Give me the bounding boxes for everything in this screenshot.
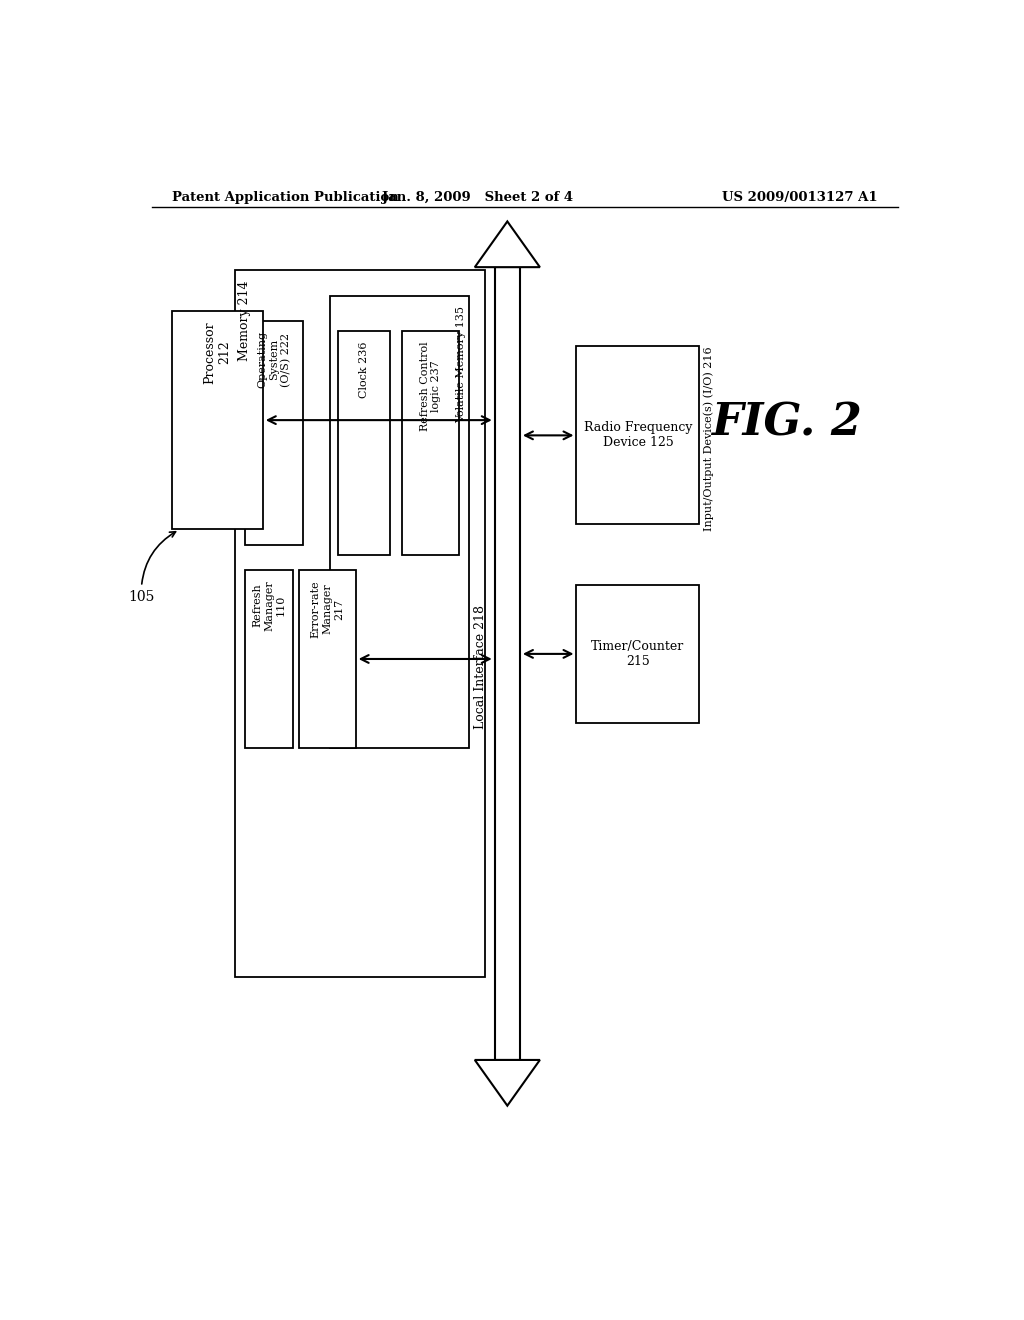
Bar bbox=[246, 321, 303, 545]
Bar bbox=[338, 331, 390, 554]
Bar bbox=[495, 267, 520, 1060]
Text: 105: 105 bbox=[128, 532, 175, 603]
Text: Radio Frequency
Device 125: Radio Frequency Device 125 bbox=[584, 421, 692, 449]
Bar bbox=[246, 570, 293, 748]
Bar bbox=[401, 331, 459, 554]
Text: FIG. 2: FIG. 2 bbox=[712, 401, 862, 444]
Polygon shape bbox=[475, 222, 540, 267]
Text: Refresh Control
logic 237: Refresh Control logic 237 bbox=[420, 342, 441, 430]
Text: US 2009/0013127 A1: US 2009/0013127 A1 bbox=[722, 191, 878, 203]
Text: Input/Output Device(s) (I/O) 216: Input/Output Device(s) (I/O) 216 bbox=[703, 346, 714, 531]
Text: Timer/Counter
215: Timer/Counter 215 bbox=[591, 640, 684, 668]
Text: Memory 214: Memory 214 bbox=[239, 280, 251, 360]
Text: Patent Application Publication: Patent Application Publication bbox=[172, 191, 398, 203]
Bar bbox=[236, 271, 485, 977]
Text: Jan. 8, 2009   Sheet 2 of 4: Jan. 8, 2009 Sheet 2 of 4 bbox=[382, 191, 572, 203]
Bar bbox=[299, 570, 355, 748]
Text: Local Interface 218: Local Interface 218 bbox=[474, 605, 486, 729]
Text: Refresh
Manager
110: Refresh Manager 110 bbox=[253, 581, 286, 631]
Bar bbox=[331, 296, 469, 748]
Text: Operating
System
(O/S) 222: Operating System (O/S) 222 bbox=[257, 331, 291, 388]
Text: Processor
212: Processor 212 bbox=[204, 321, 231, 384]
Text: Clock 236: Clock 236 bbox=[359, 342, 369, 397]
Bar bbox=[172, 312, 263, 529]
Bar bbox=[577, 346, 699, 524]
Text: Error-rate
Manager
217: Error-rate Manager 217 bbox=[310, 581, 344, 638]
Bar bbox=[577, 585, 699, 722]
Text: Volatile Memory 135: Volatile Memory 135 bbox=[457, 306, 466, 422]
Polygon shape bbox=[475, 1060, 540, 1106]
